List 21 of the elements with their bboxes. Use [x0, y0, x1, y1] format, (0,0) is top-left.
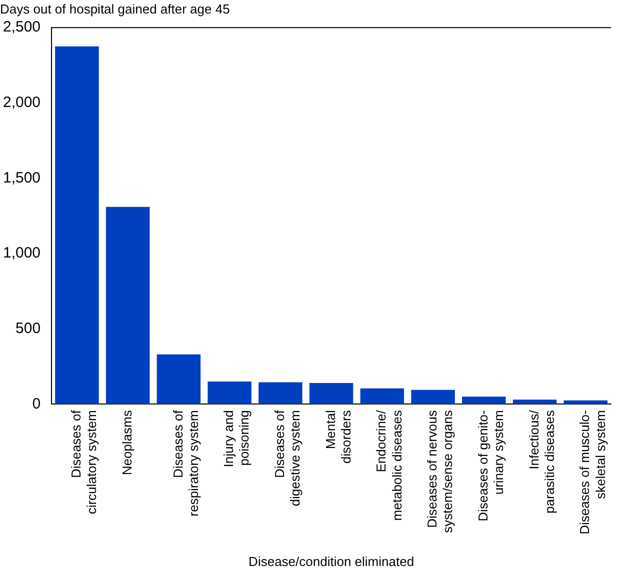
bar — [106, 206, 150, 404]
x-tick-label: Diseases of circulatory system — [68, 410, 100, 514]
bar — [411, 390, 455, 404]
y-tick-label: 0 — [32, 395, 41, 412]
bar — [309, 383, 354, 404]
bar — [360, 388, 404, 404]
bar — [55, 46, 99, 404]
bar — [208, 382, 252, 404]
bar — [512, 400, 557, 404]
y-tick-label: 1,500 — [2, 169, 41, 186]
bar — [564, 400, 608, 404]
y-tick-label: 500 — [16, 320, 41, 337]
y-tick-label: 1,000 — [2, 244, 41, 262]
x-axis-title: Disease/condition eliminated — [248, 554, 414, 569]
x-tick-label: Neoplasms — [119, 410, 134, 476]
bar — [462, 396, 506, 404]
y-tick-label: 2,000 — [2, 94, 41, 112]
y-tick-label: 2,500 — [2, 18, 41, 36]
bar — [258, 382, 302, 404]
bar — [156, 354, 201, 404]
chart-title: Days out of hospital gained after age 45 — [0, 1, 230, 16]
